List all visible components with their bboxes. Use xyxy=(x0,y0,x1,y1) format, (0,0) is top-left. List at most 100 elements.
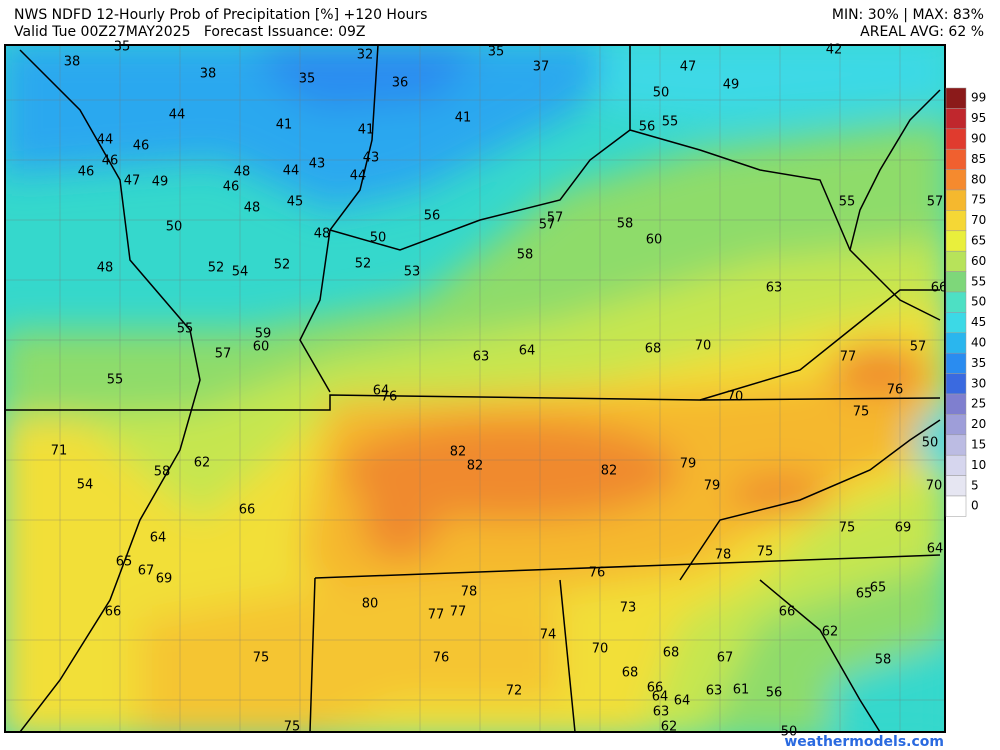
point-value: 62 xyxy=(661,720,678,735)
point-value: 35 xyxy=(114,40,131,55)
point-value: 64 xyxy=(652,690,669,705)
point-value: 66 xyxy=(931,281,948,296)
point-value: 44 xyxy=(350,169,367,184)
point-value: 43 xyxy=(309,157,326,172)
point-value: 80 xyxy=(362,597,379,612)
point-value: 58 xyxy=(517,248,534,263)
legend-swatch xyxy=(945,393,967,415)
legend-label: 50 xyxy=(971,295,986,309)
point-value: 57 xyxy=(547,211,564,226)
point-value: 56 xyxy=(424,209,441,224)
legend-swatch xyxy=(945,332,967,354)
point-value: 49 xyxy=(723,78,740,93)
point-value: 62 xyxy=(822,625,839,640)
valid-time: Valid Tue 00Z27MAY2025 Forecast Issuance… xyxy=(14,24,365,40)
legend-swatch xyxy=(945,454,967,476)
point-value: 79 xyxy=(680,457,697,472)
point-value: 68 xyxy=(663,646,680,661)
point-value: 48 xyxy=(314,227,331,242)
legend-swatch xyxy=(945,230,967,252)
point-value: 63 xyxy=(706,684,723,699)
point-value: 46 xyxy=(78,165,95,180)
point-value: 38 xyxy=(200,67,217,82)
legend-label: 75 xyxy=(971,193,986,207)
point-value: 50 xyxy=(922,436,939,451)
point-value: 50 xyxy=(653,86,670,101)
point-value: 64 xyxy=(519,344,536,359)
point-value: 54 xyxy=(77,478,94,493)
point-value: 50 xyxy=(781,725,798,740)
legend-swatch xyxy=(945,352,967,374)
point-value: 41 xyxy=(276,118,293,133)
legend-label: 70 xyxy=(971,213,986,227)
watermark: weathermodels.com xyxy=(784,734,944,750)
legend-label: 95 xyxy=(971,111,986,125)
legend-swatch xyxy=(945,291,967,313)
point-value: 50 xyxy=(370,231,387,246)
legend-swatch xyxy=(945,475,967,497)
point-value: 64 xyxy=(150,531,167,546)
point-value: 46 xyxy=(223,180,240,195)
point-value: 59 xyxy=(255,327,272,342)
point-value: 57 xyxy=(539,218,556,233)
point-value: 63 xyxy=(766,281,783,296)
point-value: 49 xyxy=(152,175,169,190)
point-value: 63 xyxy=(473,350,490,365)
point-value: 41 xyxy=(455,111,472,126)
point-value: 58 xyxy=(875,653,892,668)
point-value: 37 xyxy=(533,60,550,75)
legend-label: 99 xyxy=(971,91,986,105)
point-value: 66 xyxy=(105,605,122,620)
point-value: 64 xyxy=(674,694,691,709)
legend-label: 35 xyxy=(971,356,986,370)
point-value: 69 xyxy=(895,521,912,536)
point-value: 54 xyxy=(232,265,249,280)
point-value: 60 xyxy=(646,233,663,248)
legend-swatch xyxy=(945,128,967,150)
point-value: 56 xyxy=(766,686,783,701)
point-value: 38 xyxy=(64,55,81,70)
point-value: 75 xyxy=(757,545,774,560)
point-value: 36 xyxy=(392,76,409,91)
legend-label: 80 xyxy=(971,172,986,186)
point-value: 50 xyxy=(166,220,183,235)
point-value: 43 xyxy=(363,151,380,166)
legend-swatch xyxy=(945,250,967,272)
point-value: 82 xyxy=(467,459,484,474)
point-value: 57 xyxy=(927,195,944,210)
point-value: 45 xyxy=(287,195,304,210)
legend-label: 0 xyxy=(971,499,979,513)
legend-swatch xyxy=(945,148,967,170)
point-value: 78 xyxy=(461,585,478,600)
state-borders xyxy=(5,45,941,732)
point-value: 52 xyxy=(274,258,291,273)
point-value: 48 xyxy=(244,201,261,216)
point-value: 61 xyxy=(733,683,750,698)
point-value: 35 xyxy=(299,72,316,87)
point-value: 77 xyxy=(840,350,857,365)
point-value: 66 xyxy=(779,605,796,620)
point-value: 78 xyxy=(715,548,732,563)
point-value: 52 xyxy=(208,261,225,276)
point-value: 75 xyxy=(253,651,270,666)
legend-swatch xyxy=(945,108,967,130)
point-value: 44 xyxy=(97,133,114,148)
legend-swatch xyxy=(945,495,967,517)
point-value: 52 xyxy=(355,257,372,272)
point-value: 55 xyxy=(839,195,856,210)
legend-label: 65 xyxy=(971,234,986,248)
point-value: 46 xyxy=(133,139,150,154)
legend-label: 10 xyxy=(971,458,986,472)
point-value: 73 xyxy=(620,601,637,616)
point-value: 68 xyxy=(645,342,662,357)
legend-swatch xyxy=(945,434,967,456)
legend-label: 45 xyxy=(971,315,986,329)
point-value: 44 xyxy=(283,164,300,179)
point-value: 67 xyxy=(138,564,155,579)
legend-label: 15 xyxy=(971,438,986,452)
point-value: 56 xyxy=(639,120,656,135)
legend-label: 5 xyxy=(971,478,979,492)
point-value: 57 xyxy=(215,347,232,362)
legend-label: 55 xyxy=(971,274,986,288)
point-value: 76 xyxy=(589,566,606,581)
